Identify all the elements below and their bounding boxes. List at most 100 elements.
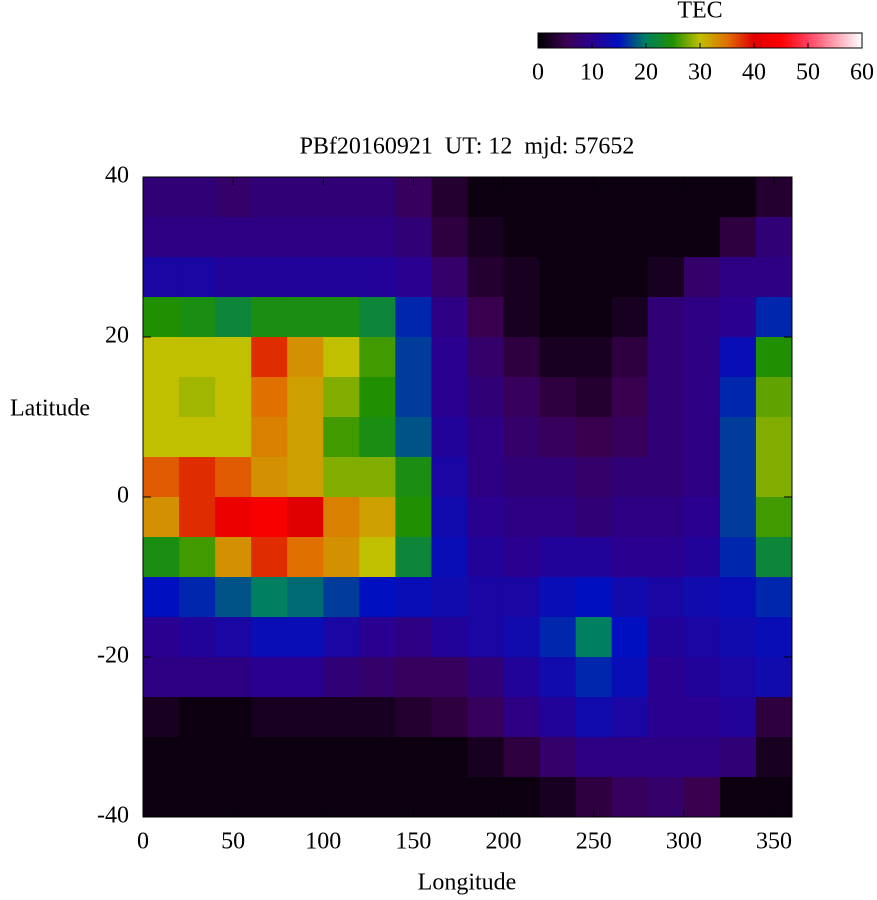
heatmap-cell: [719, 497, 757, 538]
heatmap-cell: [251, 777, 288, 818]
heatmap-cell: [431, 337, 468, 378]
heatmap-cell: [467, 617, 505, 658]
heatmap-cell: [215, 497, 252, 538]
heatmap-cell: [503, 537, 541, 578]
heatmap-cell: [539, 257, 577, 298]
heatmap-cell: [287, 217, 324, 258]
heatmap-cell: [503, 497, 541, 538]
heatmap-cell: [503, 697, 541, 738]
x-tick-label: 50: [221, 829, 245, 855]
heatmap-cell: [395, 257, 432, 298]
heatmap-cell: [755, 497, 793, 538]
heatmap-cell: [503, 777, 541, 818]
heatmap-cell: [359, 537, 396, 578]
heatmap-cell: [179, 657, 216, 698]
heatmap-cell: [287, 617, 324, 658]
heatmap-cell: [431, 497, 468, 538]
heatmap-cell: [539, 177, 577, 218]
heatmap-cell: [683, 497, 721, 538]
y-tick-label: 40: [105, 163, 129, 189]
heatmap-cell: [431, 577, 468, 618]
heatmap-cell: [539, 617, 577, 658]
heatmap-cell: [323, 697, 360, 738]
heatmap-cell: [323, 737, 360, 778]
heatmap-cell: [323, 217, 360, 258]
heatmap-cell: [539, 417, 577, 458]
heatmap-cell: [755, 657, 793, 698]
heatmap-cell: [215, 457, 252, 498]
heatmap-cell: [179, 577, 216, 618]
heatmap-cell: [539, 777, 577, 818]
heatmap-cell: [179, 257, 216, 298]
heatmap-cell: [215, 697, 252, 738]
heatmap-cell: [323, 657, 360, 698]
heatmap-cell: [287, 537, 324, 578]
heatmap-cell: [215, 417, 252, 458]
heatmap-cell: [503, 617, 541, 658]
heatmap-cell: [539, 737, 577, 778]
heatmap-cell: [143, 777, 180, 818]
heatmap-cell: [395, 457, 432, 498]
colorbar-tick-label: 10: [580, 60, 604, 86]
colorbar-label: TEC: [677, 0, 722, 24]
heatmap-cell: [647, 777, 685, 818]
y-tick-label: -20: [97, 643, 129, 669]
heatmap-cell: [755, 257, 793, 298]
heatmap-cell: [323, 377, 360, 418]
heatmap-cell: [395, 497, 432, 538]
heatmap-cell: [539, 657, 577, 698]
heatmap-cell: [719, 177, 757, 218]
heatmap-cell: [611, 697, 649, 738]
heatmap-cell: [359, 737, 396, 778]
heatmap-cell: [575, 617, 613, 658]
heatmap-cell: [683, 697, 721, 738]
heatmap-cell: [575, 297, 613, 338]
heatmap-cell: [575, 457, 613, 498]
heatmap-cell: [467, 177, 505, 218]
heatmap-cell: [143, 577, 180, 618]
heatmap-cell: [755, 217, 793, 258]
heatmap-cell: [215, 217, 252, 258]
heatmap-cell: [395, 377, 432, 418]
heatmap-cell: [179, 777, 216, 818]
heatmap-cell: [359, 337, 396, 378]
heatmap-cell: [287, 777, 324, 818]
heatmap-cell: [359, 577, 396, 618]
heatmap-cell: [359, 657, 396, 698]
y-tick-label: 0: [117, 483, 129, 509]
heatmap-cell: [539, 377, 577, 418]
heatmap-cell: [611, 617, 649, 658]
heatmap-cell: [467, 577, 505, 618]
heatmap-cell: [251, 417, 288, 458]
heatmap-cell: [575, 417, 613, 458]
heatmap-cell: [323, 457, 360, 498]
heatmap-cell: [215, 297, 252, 338]
heatmap-cell: [251, 297, 288, 338]
heatmap-cell: [503, 257, 541, 298]
heatmap-cell: [431, 657, 468, 698]
heatmap-cell: [683, 177, 721, 218]
heatmap-cell: [467, 697, 505, 738]
heatmap-cell: [215, 577, 252, 618]
heatmap-cell: [251, 457, 288, 498]
heatmap-cell: [395, 697, 432, 738]
heatmap-cell: [683, 537, 721, 578]
heatmap-cell: [287, 177, 324, 218]
heatmap-cell: [395, 737, 432, 778]
heatmap-cell: [575, 497, 613, 538]
heatmap-cell: [611, 497, 649, 538]
heatmap-cell: [179, 417, 216, 458]
heatmap-cell: [539, 297, 577, 338]
heatmap-cell: [719, 697, 757, 738]
heatmap-cell: [179, 497, 216, 538]
heatmap-cell: [287, 497, 324, 538]
heatmap-cell: [611, 737, 649, 778]
heatmap-cell: [323, 777, 360, 818]
heatmap-cell: [503, 577, 541, 618]
heatmap-cell: [251, 537, 288, 578]
x-tick-label: 100: [305, 829, 341, 855]
heatmap-cell: [179, 337, 216, 378]
heatmap-cell: [683, 617, 721, 658]
heatmap-cell: [503, 337, 541, 378]
x-tick-label: 250: [576, 829, 612, 855]
